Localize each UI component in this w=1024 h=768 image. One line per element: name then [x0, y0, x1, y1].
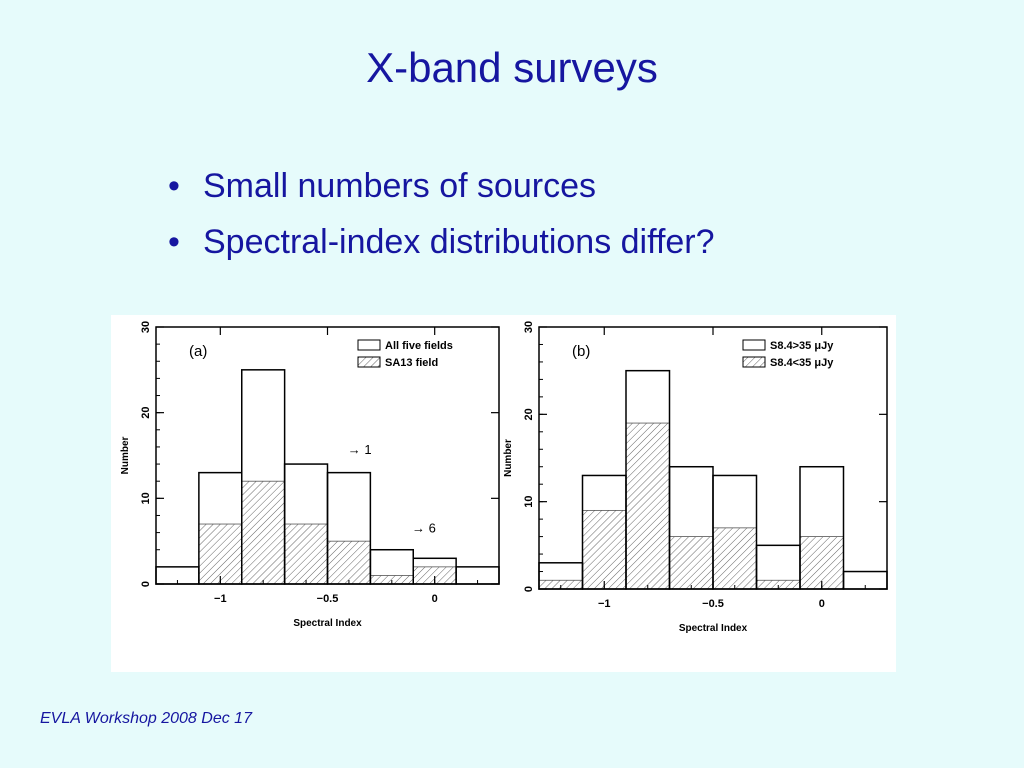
bullet-text: Small numbers of sources — [203, 167, 597, 205]
y-axis-label: Number — [503, 439, 514, 477]
slide-title: X-band surveys — [366, 44, 658, 91]
y-tick-label: 0 — [523, 586, 535, 592]
legend-label: S8.4<35 μJy — [770, 357, 834, 369]
panel-label: (a) — [189, 343, 207, 360]
y-tick-label: 10 — [523, 496, 535, 508]
legend-label: All five fields — [385, 340, 453, 352]
y-tick-label: 20 — [140, 407, 152, 419]
x-axis-label: Spectral Index — [679, 623, 748, 634]
hatched-bar — [799, 536, 844, 590]
hatched-bar — [625, 422, 670, 590]
hatched-bar — [241, 480, 286, 585]
y-tick-label: 10 — [140, 492, 152, 504]
annotation-text: → 6 — [412, 521, 436, 536]
annotation-text: → 1 — [348, 442, 372, 457]
bullet-dot: • — [168, 223, 180, 261]
bullet-item: • Spectral-index distributions differ? — [168, 222, 715, 278]
bullet-item: • Small numbers of sources — [168, 166, 715, 222]
histogram-svg: −1 −0.5 0 0 10 20 30 Spectral Index Number (a) All… — [120, 321, 888, 634]
legend-swatch — [357, 339, 381, 351]
hatched-bar — [284, 523, 328, 585]
hatched-bar — [669, 536, 714, 590]
bullet-list: • Small numbers of sources • Spectral-inde… — [168, 166, 715, 278]
y-tick-label: 30 — [140, 321, 152, 333]
footer-text: EVLA Workshop 2008 Dec 17 — [40, 710, 252, 727]
hatched-bar — [712, 527, 757, 590]
x-tick-label: −1 — [214, 593, 227, 605]
legend-label: S8.4>35 μJy — [770, 340, 834, 352]
x-tick-label: 0 — [432, 593, 438, 605]
hatched-bar — [198, 523, 243, 585]
x-tick-label: −1 — [598, 598, 611, 610]
x-axis-label: Spectral Index — [293, 618, 362, 629]
legend-swatch — [742, 356, 766, 368]
hatched-bar — [582, 509, 627, 590]
hatched-bar — [327, 540, 371, 585]
x-tick-label: 0 — [819, 598, 825, 610]
y-tick-label: 20 — [523, 408, 535, 420]
legend-swatch — [742, 339, 766, 351]
y-tick-label: 0 — [140, 581, 152, 587]
x-tick-label: −0.5 — [317, 593, 339, 605]
bullet-text: Spectral-index distributions differ? — [203, 223, 715, 261]
legend-label: SA13 field — [385, 357, 438, 369]
legend-swatch — [357, 356, 381, 368]
panel-label: (b) — [572, 343, 590, 360]
y-tick-label: 30 — [523, 321, 535, 333]
bullet-dot: • — [168, 167, 180, 205]
histogram-figure: −1 −0.5 0 0 10 20 30 Spectral Index Number (a) All… — [111, 315, 896, 672]
y-axis-label: Number — [120, 437, 131, 475]
x-tick-label: −0.5 — [702, 598, 724, 610]
